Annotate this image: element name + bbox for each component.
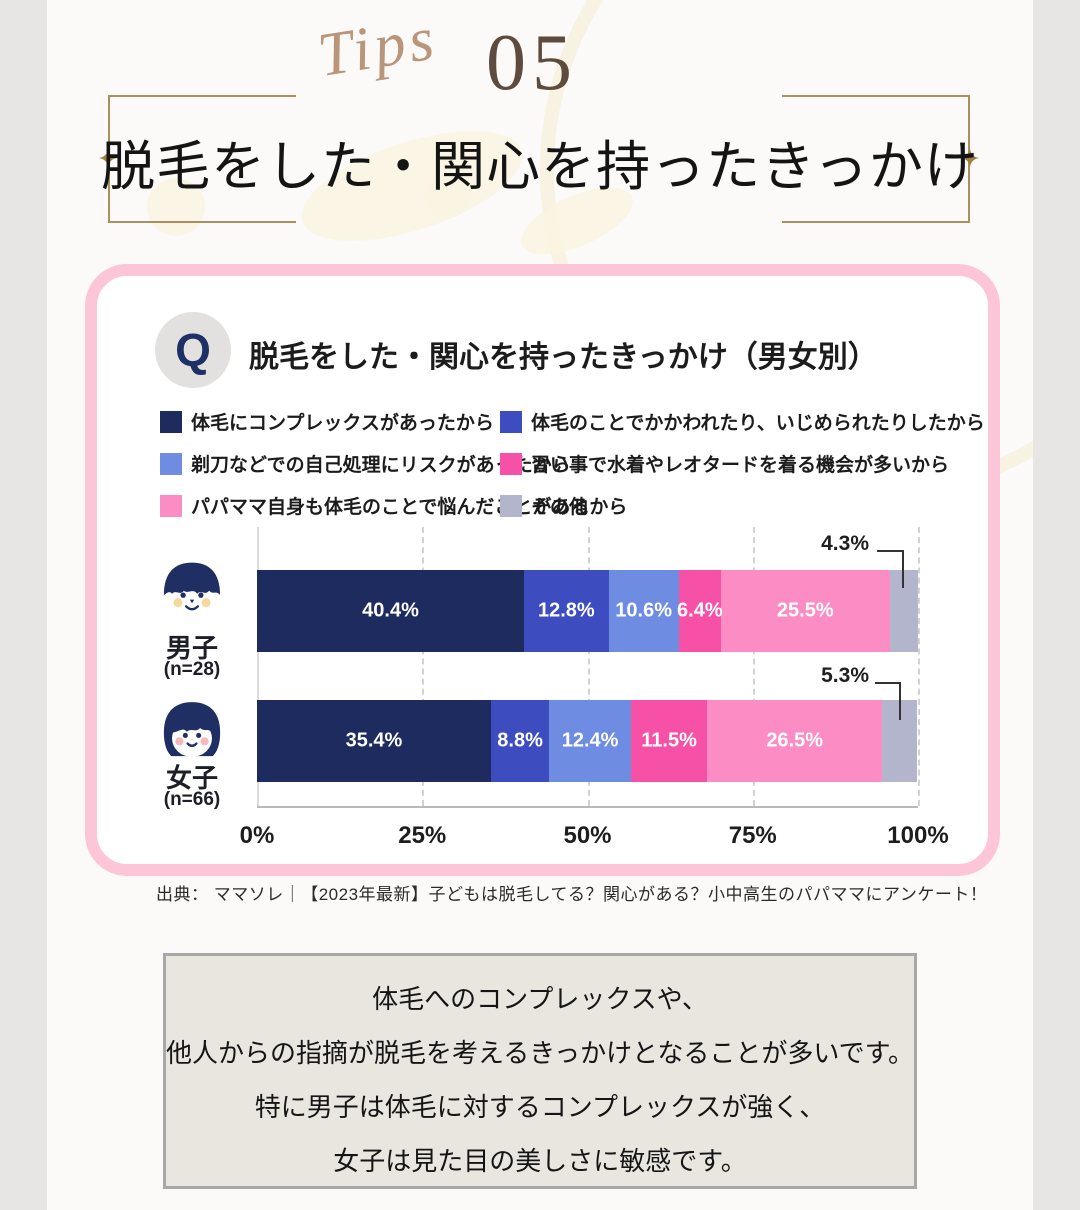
legend-label: その他 [531,497,589,518]
bar-segment: 12.4% [549,700,632,782]
bar-segment: 11.5% [631,700,708,782]
legend-row: 剃刀などでの自己処理にリスクがあったから 習い事で水着やレオタードを着る機会が多い… [160,450,1000,477]
segment-value-label: 8.8% [497,729,543,752]
category-label-boys: 男子 [165,633,218,663]
chart-title: 脱毛をした・関心を持ったきっかけ（男女別） [249,341,878,374]
summary-line: 体毛へのコンプレックスや、 [372,984,708,1014]
bar-segment: 8.8% [490,700,550,782]
bar-chart-plot: 40.4% 12.8% 10.6% 6.4% 25.5% 35.4% 8.8% 12.4% 1… [257,527,920,808]
legend-item: 体毛のことでかかわれたり、いじめられたりしたから [500,408,985,435]
title-frame-right-bracket [782,95,970,223]
gridline [422,527,425,806]
callout-line [877,550,903,552]
callout-line [875,682,901,684]
legend-row: 体毛にコンプレックスがあったから 体毛のことでかかわれたり、いじめられたりしたから [160,408,1000,435]
page-title: 脱毛をした・関心を持ったきっかけ [101,137,979,197]
x-axis-tick: 25% [398,822,447,849]
girl-avatar-icon [163,702,221,757]
x-axis: 0% 25% 50% 75% 100% [240,822,949,852]
bar-segment: 25.5% [720,570,890,652]
gridline [752,527,755,806]
legend-item: 習い事で水着やレオタードを着る機会が多いから [500,450,949,477]
x-axis-tick: 50% [563,822,612,849]
legend-item: パパママ自身も体毛のことで悩んだことがあるから [160,492,627,519]
chart-legend: 体毛にコンプレックスがあったから 体毛のことでかかわれたり、いじめられたりしたから… [160,410,1000,536]
source-citation: 出典： ママソレ｜【2023年最新】子どもは脱毛してる？関心がある？小中高生のパ… [156,885,988,904]
x-axis-tick: 100% [887,822,949,849]
summary-line: 他人からの指摘が脱毛を考えるきっかけとなることが多いです。 [166,1038,915,1068]
x-axis-tick: 0% [239,822,275,849]
segment-value-label: 25.5% [776,599,834,622]
bar-segment: 6.4% [677,570,723,652]
segment-value-label: 35.4% [345,729,403,752]
segment-value-label: 26.5% [766,729,824,752]
gridline [587,527,590,806]
legend-swatch-icon [160,494,182,517]
category-label-girls: 女子 [165,763,218,793]
legend-swatch-icon [500,452,522,475]
question-badge: Q [155,312,231,388]
legend-item: その他 [500,492,588,519]
category-n-boys: (n=28) [163,659,221,680]
legend-label: 剃刀などでの自己処理にリスクがあったから [191,455,571,476]
x-axis-tick: 75% [728,822,777,849]
legend-swatch-icon [500,494,522,517]
legend-swatch-icon [500,410,522,433]
gridline [918,527,920,806]
legend-label: 体毛のことでかかわれたり、いじめられたりしたから [531,413,985,434]
legend-label: 体毛にコンプレックスがあったから [191,413,494,434]
tips-number: 05 [486,19,578,107]
legend-swatch-icon [160,452,182,475]
legend-row: パパママ自身も体毛のことで悩んだことがあるから その他 [160,492,1000,519]
bar-segment: 10.6% [608,570,679,652]
bar-segment: 26.5% [707,700,883,782]
category-n-girls: (n=66) [163,789,221,810]
legend-swatch-icon [160,410,182,433]
summary-line: 特に男子は体毛に対するコンプレックスが強く、 [254,1092,826,1122]
chart-card: Q 脱毛をした・関心を持ったきっかけ（男女別） 体毛にコンプレックスがあったから… [85,264,1000,876]
title-frame-left-bracket [108,95,296,223]
segment-value-label: 12.4% [561,729,619,752]
summary-box: 体毛へのコンプレックスや、 他人からの指摘が脱毛を考えるきっかけとなることが多い… [163,953,917,1189]
decor-blob [425,172,471,218]
bar-segment: 40.4% [257,570,525,652]
sparkle-icon: ✦ [959,143,981,174]
summary-line: 女子は見た目の美しさに敏感です。 [333,1146,747,1176]
decor-blob [147,178,205,236]
segment-value-label: 40.4% [362,599,419,622]
segment-value-label: 12.8% [537,599,595,622]
segment-value-label: 11.5% [641,729,697,752]
stacked-bar-girls: 35.4% 8.8% 12.4% 11.5% 26.5% [257,700,918,782]
legend-item: 体毛にコンプレックスがあったから [160,408,500,435]
boy-avatar-icon [163,562,221,624]
sparkle-icon: ✦ [97,143,119,174]
bar-segment: 35.4% [257,700,491,782]
callout-line [902,550,904,588]
bar-segment: 12.8% [524,570,609,652]
callout-line [899,682,901,720]
callout-value-girls: 5.3% [821,664,869,687]
stacked-bar-boys: 40.4% 12.8% 10.6% 6.4% 25.5% [257,570,918,652]
segment-value-label: 6.4% [677,599,723,622]
gridline [257,527,259,806]
callout-value-boys: 4.3% [821,532,869,555]
legend-item: 剃刀などでの自己処理にリスクがあったから [160,450,571,477]
legend-label: 習い事で水着やレオタードを着る機会が多いから [531,455,950,476]
segment-value-label: 10.6% [615,599,673,622]
